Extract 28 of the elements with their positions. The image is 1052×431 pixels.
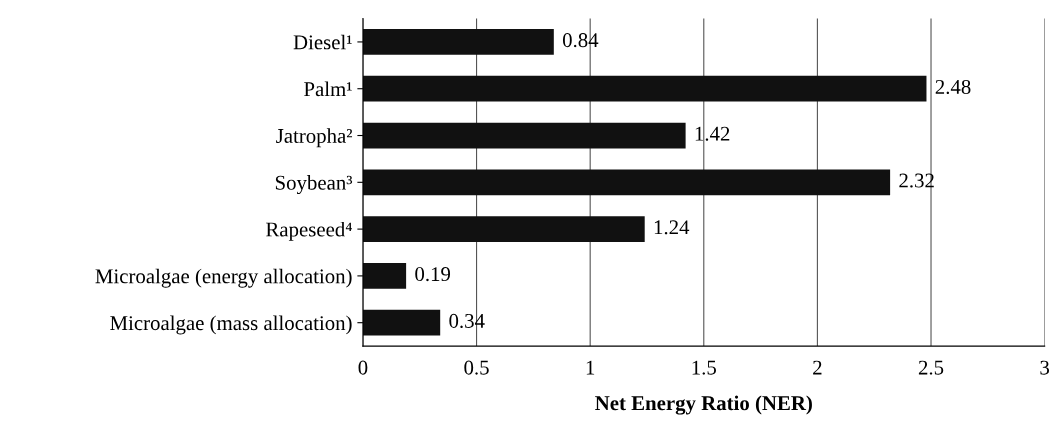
x-tick-label: 3 <box>1040 360 1050 375</box>
y-tick-label: Microalgae (mass allocation) <box>110 315 352 335</box>
data-label: 0.19 <box>415 267 451 282</box>
bar <box>362 169 891 196</box>
y-tick-label: Diesel¹ <box>293 34 352 50</box>
y-tick-label: Jatropha² <box>276 128 353 148</box>
data-label: 0.84 <box>562 33 599 48</box>
data-label: 1.42 <box>695 126 730 141</box>
bar <box>362 263 407 289</box>
x-tick-label: 1.5 <box>692 360 716 375</box>
bar <box>362 75 927 102</box>
bar <box>362 309 441 336</box>
data-label: 1.24 <box>654 220 690 235</box>
y-tick-label: Soybean³ <box>275 175 353 195</box>
x-tick-label: 2.5 <box>918 360 944 375</box>
x-tick-label: 0 <box>358 360 368 375</box>
y-tick-label: Rapeseed⁴ <box>266 221 352 241</box>
bar <box>362 29 554 55</box>
x-tick-label: 0.5 <box>464 360 489 375</box>
y-tick-label: Microalgae (energy allocation) <box>95 268 352 288</box>
x-tick-label: 2 <box>813 360 822 375</box>
bar <box>362 216 645 242</box>
data-label: 2.48 <box>935 79 971 95</box>
x-tick-label: 1 <box>586 360 595 375</box>
bar <box>362 122 686 149</box>
data-label: 2.32 <box>899 173 934 188</box>
y-tick-label: Palm¹ <box>304 81 352 97</box>
x-axis-title: Net Energy Ratio (NER) <box>595 395 812 415</box>
